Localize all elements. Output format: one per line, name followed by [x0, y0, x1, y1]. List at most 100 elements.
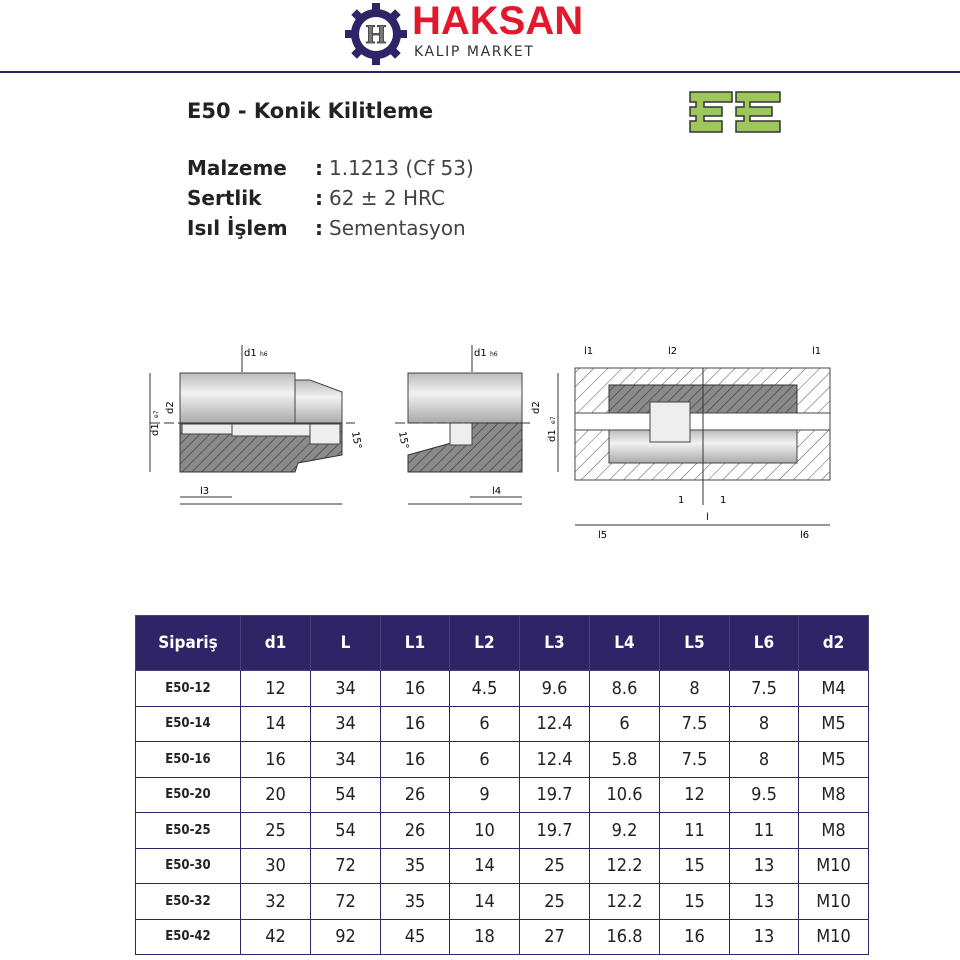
- table-cell: 26: [380, 776, 450, 813]
- table-cell: 25: [519, 883, 590, 920]
- table-cell: 8: [729, 741, 799, 778]
- conical-male-part-view: d1 e7 d2 d1 h6 15° l3: [149, 345, 363, 505]
- table-cell: 34: [310, 705, 381, 742]
- table-cell: M10: [798, 847, 869, 884]
- table-cell: 7.5: [659, 741, 730, 778]
- table-cell: 6: [449, 705, 520, 742]
- table-row: E50-12 12 34 16 4.5 9.6 8.6 8 7.5 M4: [135, 670, 869, 707]
- table-cell: 34: [310, 670, 381, 707]
- table-cell: 14: [449, 883, 520, 920]
- table-cell: 7.5: [729, 670, 799, 707]
- product-title: E50 - Konik Kilitleme: [187, 99, 434, 123]
- svg-text:l1: l1: [812, 346, 821, 357]
- table-cell: 12: [659, 776, 730, 813]
- svg-text:l5: l5: [598, 530, 607, 541]
- svg-text:d1: d1: [244, 348, 257, 359]
- order-code-cell: E50-12: [135, 670, 241, 707]
- table-cell: 9.5: [729, 776, 799, 813]
- column-header: L: [310, 615, 381, 671]
- column-header: Sipariş: [135, 615, 241, 671]
- svg-text:l4: l4: [492, 486, 501, 497]
- table-cell: 25: [519, 847, 590, 884]
- spec-row-material: Malzeme:1.1213 (Cf 53): [187, 156, 474, 180]
- table-row: E50-42 42 92 45 18 27 16.8 16 13 M10: [135, 918, 869, 955]
- column-header: L5: [659, 615, 730, 671]
- table-cell: 6: [589, 705, 660, 742]
- svg-text:h6: h6: [260, 351, 268, 358]
- order-code-cell: E50-16: [135, 741, 241, 778]
- table-cell: 34: [310, 741, 381, 778]
- table-cell: 12.2: [589, 847, 660, 884]
- table-cell: 16: [240, 741, 311, 778]
- table-cell: 54: [310, 776, 381, 813]
- svg-text:l: l: [706, 512, 709, 523]
- brand-subtitle: KALIP MARKET: [414, 44, 535, 60]
- spec-row-hardness: Sertlik:62 ± 2 HRC: [187, 186, 445, 210]
- table-cell: 20: [240, 776, 311, 813]
- ff-manufacturer-logo-icon: [689, 91, 781, 133]
- svg-text:d2: d2: [531, 401, 542, 414]
- column-header: d1: [240, 615, 311, 671]
- svg-text:l2: l2: [668, 346, 677, 357]
- table-cell: 16: [380, 741, 450, 778]
- svg-text:e7: e7: [153, 410, 160, 418]
- table-cell: 32: [240, 883, 311, 920]
- table-cell: 8: [659, 670, 730, 707]
- order-code-cell: E50-30: [135, 847, 241, 884]
- svg-text:1: 1: [678, 495, 684, 506]
- table-cell: 72: [310, 847, 381, 884]
- table-row: E50-16 16 34 16 6 12.4 5.8 7.5 8 M5: [135, 741, 869, 778]
- table-cell: 9.2: [589, 812, 660, 849]
- table-cell: M8: [798, 812, 869, 849]
- table-cell: 13: [729, 918, 799, 955]
- table-cell: 6: [449, 741, 520, 778]
- svg-text:d1: d1: [150, 423, 161, 436]
- table-cell: 8: [729, 705, 799, 742]
- table-cell: 26: [380, 812, 450, 849]
- svg-text:d1: d1: [474, 348, 487, 359]
- table-cell: 18: [449, 918, 520, 955]
- table-row: E50-30 30 72 35 14 25 12.2 15 13 M10: [135, 847, 869, 884]
- column-header: L2: [449, 615, 520, 671]
- table-cell: 5.8: [589, 741, 660, 778]
- table-cell: 14: [449, 847, 520, 884]
- table-cell: 10: [449, 812, 520, 849]
- table-cell: 13: [729, 883, 799, 920]
- assembly-section-view: l1 l2 l1 l5 l l6 1 1: [574, 346, 831, 541]
- table-cell: 16: [659, 918, 730, 955]
- table-cell: 25: [240, 812, 311, 849]
- technical-drawing: d1 e7 d2 d1 h6 15° l3 d1 h6 15° d2 d1 e7…: [149, 345, 831, 541]
- column-header: L3: [519, 615, 590, 671]
- table-cell: 11: [659, 812, 730, 849]
- table-cell: 92: [310, 918, 381, 955]
- table-row: E50-20 20 54 26 9 19.7 10.6 12 9.5 M8: [135, 776, 869, 813]
- table-cell: 12.4: [519, 705, 590, 742]
- svg-text:d2: d2: [165, 401, 176, 414]
- table-row: E50-25 25 54 26 10 19.7 9.2 11 11 M8: [135, 812, 869, 849]
- table-cell: 15: [659, 847, 730, 884]
- svg-text:15°: 15°: [349, 431, 363, 450]
- table-cell: 4.5: [449, 670, 520, 707]
- dimensions-table: Sipariş d1 L L1 L2 L3 L4 L5 L6 d2 E50-12 12 34 16 4.5…: [135, 615, 869, 955]
- svg-text:15°: 15°: [396, 431, 410, 450]
- order-code-cell: E50-42: [135, 918, 241, 955]
- svg-text:h6: h6: [490, 351, 498, 358]
- svg-text:e7: e7: [550, 416, 557, 424]
- table-cell: 8.6: [589, 670, 660, 707]
- svg-text:d1: d1: [547, 429, 558, 442]
- svg-text:1: 1: [720, 495, 726, 506]
- table-cell: 27: [519, 918, 590, 955]
- column-header: d2: [798, 615, 869, 671]
- table-header-row: Sipariş d1 L L1 L2 L3 L4 L5 L6 d2: [135, 615, 869, 671]
- table-cell: 13: [729, 847, 799, 884]
- haksan-gear-logo-icon: H: [345, 3, 407, 65]
- column-header: L1: [380, 615, 450, 671]
- order-code-cell: E50-25: [135, 812, 241, 849]
- table-cell: 16: [380, 670, 450, 707]
- table-cell: 12.2: [589, 883, 660, 920]
- table-cell: 16: [380, 705, 450, 742]
- svg-text:H: H: [366, 20, 386, 49]
- table-cell: M10: [798, 883, 869, 920]
- table-cell: M8: [798, 776, 869, 813]
- table-row: E50-14 14 34 16 6 12.4 6 7.5 8 M5: [135, 705, 869, 742]
